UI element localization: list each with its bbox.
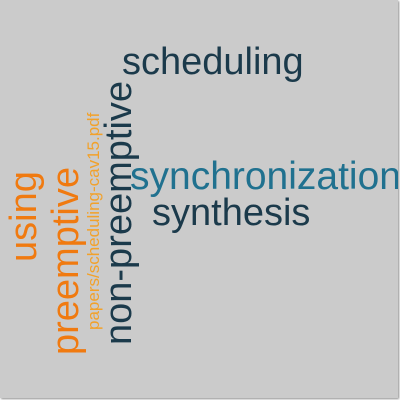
word-scheduling: scheduling — [122, 41, 304, 83]
word-synchronization: synchronization — [130, 155, 398, 198]
word-non-preemptive: non-preemptive — [98, 80, 140, 345]
word-synthesis: synthesis — [152, 192, 311, 234]
word-using: using — [3, 171, 45, 262]
word-preemptive: preemptive — [45, 167, 87, 355]
